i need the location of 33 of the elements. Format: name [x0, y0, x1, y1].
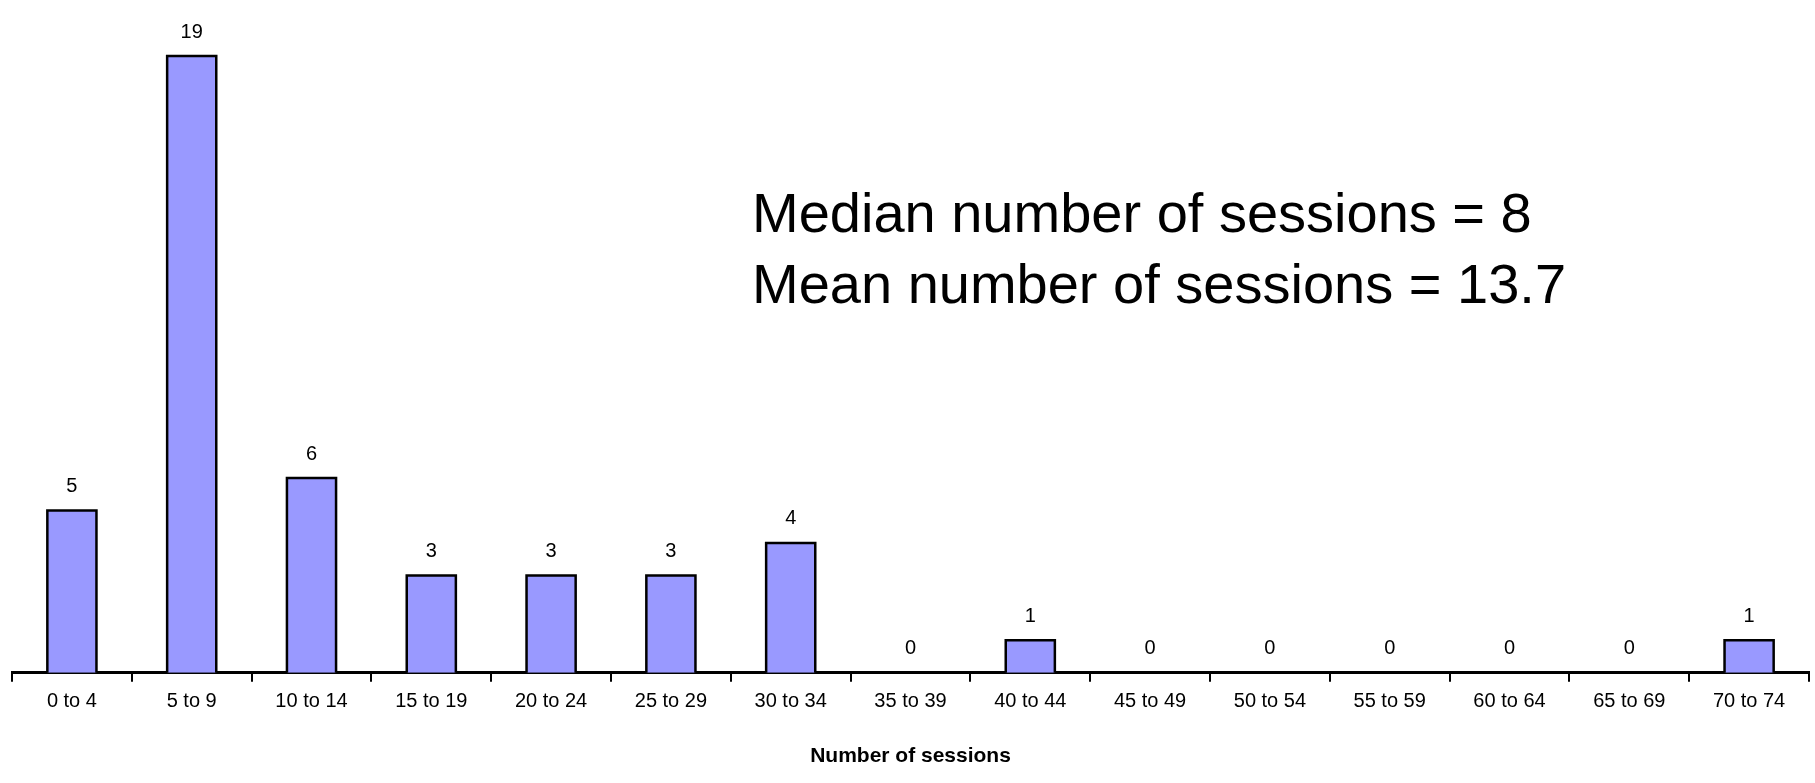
x-tick-label: 30 to 34: [754, 689, 827, 712]
data-label: 1: [1024, 603, 1036, 626]
data-label: 0: [1144, 636, 1156, 659]
x-tick-label: 10 to 14: [275, 689, 348, 712]
x-tick-label: 55 to 59: [1353, 689, 1426, 712]
x-tick-label: 60 to 64: [1473, 689, 1546, 712]
x-tick-label: 5 to 9: [166, 689, 217, 712]
data-label: 0: [904, 636, 917, 659]
data-label: 0: [1623, 636, 1635, 659]
x-tick-label: 20 to 24: [514, 689, 588, 712]
x-tick-label: 45 to 49: [1113, 689, 1187, 712]
x-tick-label: 70 to 74: [1712, 689, 1786, 712]
x-tick-label: 15 to 19: [395, 689, 468, 712]
annotation: Mean number of sessions = 13.7: [752, 252, 1567, 315]
data-label: 3: [665, 538, 677, 561]
x-tick-label: 40 to 44: [994, 689, 1067, 712]
x-tick-label: 0 to 4: [46, 689, 97, 712]
data-label: 6: [305, 441, 318, 464]
x-tick-label: 50 to 54: [1233, 689, 1307, 712]
data-label: 3: [425, 538, 437, 561]
data-label: 0: [1264, 636, 1276, 659]
data-label: 19: [180, 19, 203, 42]
x-tick-label: 25 to 29: [634, 689, 708, 712]
annotation: Median number of sessions = 8: [752, 181, 1532, 244]
data-label: 5: [66, 474, 78, 496]
data-label: 3: [545, 538, 557, 561]
data-label: 4: [785, 506, 797, 529]
data-label: 0: [1384, 636, 1396, 659]
x-tick-label: 65 to 69: [1593, 689, 1666, 712]
data-label: 0: [1503, 636, 1516, 659]
x-axis-title: Number of sessions: [810, 743, 1011, 767]
x-tick-label: 35 to 39: [874, 689, 947, 712]
data-label: 1: [1743, 603, 1755, 626]
